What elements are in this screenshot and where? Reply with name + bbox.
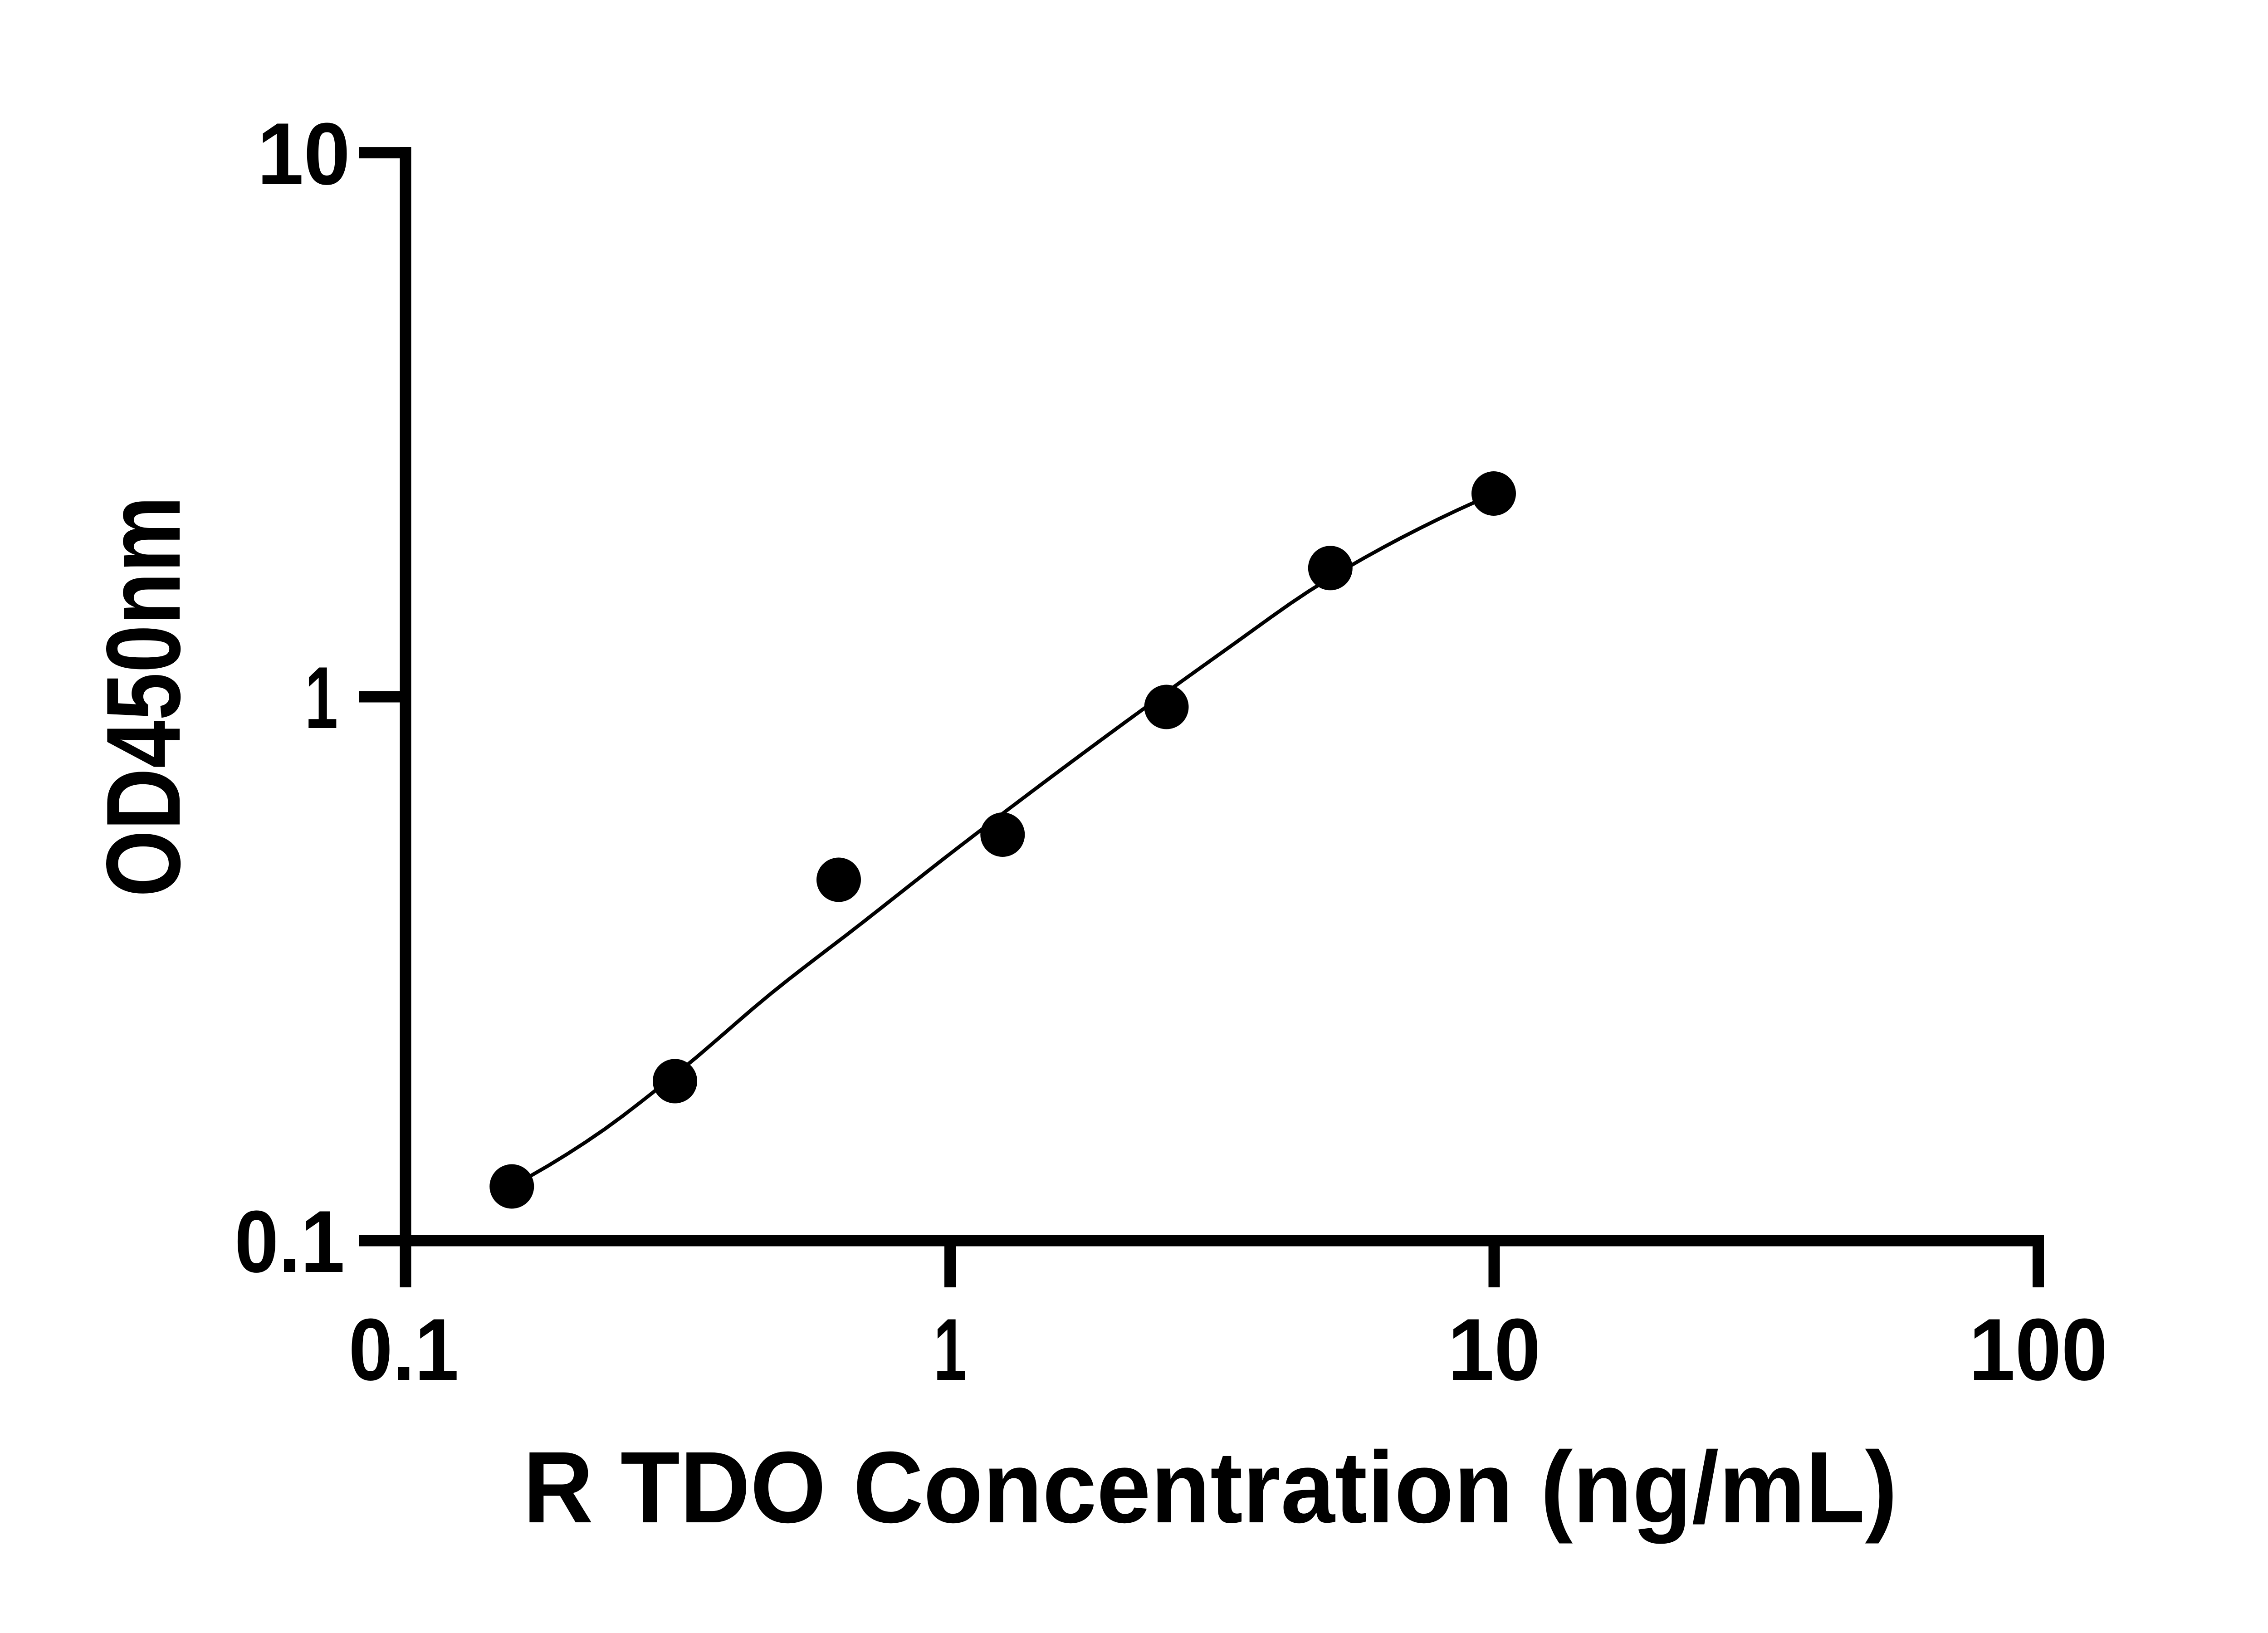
svg-text:10: 10: [1448, 1301, 1541, 1399]
svg-text:100: 100: [1969, 1301, 2108, 1399]
svg-text:1: 1: [934, 1301, 967, 1399]
svg-text:0.1: 0.1: [349, 1301, 459, 1399]
svg-text:0.1: 0.1: [235, 1193, 345, 1291]
svg-text:1: 1: [305, 649, 338, 747]
svg-text:10: 10: [257, 105, 350, 203]
svg-text:OD450nm: OD450nm: [85, 496, 202, 897]
svg-text:R TDO Concentration (ng/mL): R TDO Concentration (ng/mL): [523, 1431, 1897, 1544]
